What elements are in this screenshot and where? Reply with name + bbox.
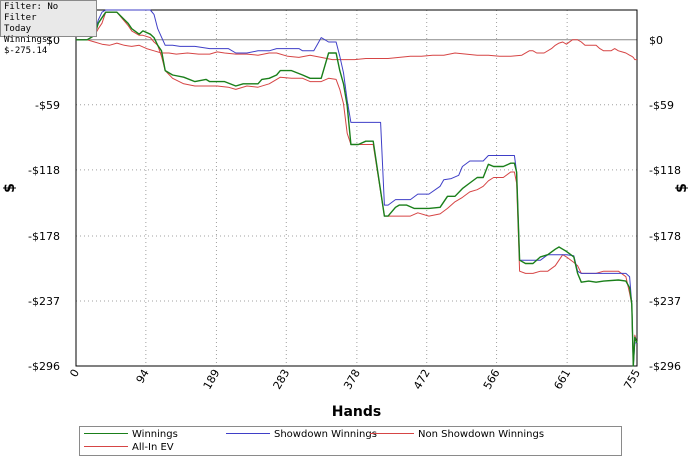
y-tick-label-right: $0 — [649, 34, 663, 47]
y-tick-label-left: -$296 — [28, 360, 60, 373]
legend: Winnings Showdown Winnings Non Showdown … — [79, 426, 622, 456]
legend-item-allin-ev: All-In EV — [84, 442, 174, 454]
y-tick-label-left: -$237 — [28, 295, 60, 308]
y-tick-label-left: -$59 — [35, 99, 60, 112]
legend-swatch-allin-ev — [84, 445, 128, 447]
x-tick-label: 378 — [341, 367, 363, 392]
legend-item-winnings: Winnings — [84, 429, 178, 441]
plot-frame — [75, 9, 638, 367]
series-line-non-showdown — [76, 39, 637, 61]
legend-label-non-showdown: Non Showdown Winnings — [418, 429, 545, 440]
y-axis-title-left: $ — [2, 183, 18, 193]
y-axis-title-right: $ — [674, 183, 690, 193]
legend-label-winnings: Winnings — [132, 429, 178, 440]
legend-label-showdown: Showdown Winnings — [274, 429, 377, 440]
y-tick-label-left: $0 — [46, 34, 60, 47]
grid — [76, 10, 637, 366]
x-tick-label: 283 — [271, 367, 293, 392]
legend-item-non-showdown: Non Showdown Winnings — [370, 429, 544, 441]
legend-swatch-winnings — [84, 432, 128, 434]
filter-text: Filter: No Filter — [4, 2, 59, 23]
period-text: Today — [4, 24, 32, 34]
winnings-text: Winnings: $-275.14 — [4, 35, 53, 56]
y-tick-label-left: -$118 — [28, 164, 60, 177]
y-tick-label-right: -$59 — [649, 99, 674, 112]
series-line-winnings — [76, 11, 638, 367]
x-tick-labels: 0 94 189 283 378 472 566 661 755 — [67, 367, 643, 392]
y-tick-label-right: -$237 — [649, 295, 681, 308]
y-tick-labels-left: $0 -$59 -$118 -$178 -$237 -$296 — [28, 34, 60, 373]
y-tick-label-right: -$118 — [649, 164, 681, 177]
y-tick-labels-right: $0 -$59 -$118 -$178 -$237 -$296 — [649, 34, 681, 373]
info-box: Filter: No Filter Today Winnings: $-275.… — [0, 0, 97, 56]
y-tick-label-right: -$296 — [649, 360, 681, 373]
y-tick-label-left: -$178 — [28, 230, 60, 243]
legend-swatch-showdown — [226, 432, 270, 434]
legend-swatch-non-showdown — [370, 432, 414, 434]
legend-label-allin-ev: All-In EV — [132, 442, 174, 453]
series-line-allin-ev — [76, 11, 638, 367]
x-tick-label: 189 — [201, 367, 223, 392]
x-tick-label: 472 — [411, 367, 433, 392]
x-axis-title: Hands — [332, 404, 382, 420]
x-tick-label: 566 — [481, 367, 503, 392]
y-tick-label-right: -$178 — [649, 230, 681, 243]
x-tick-label: 94 — [134, 367, 152, 386]
series-group — [76, 9, 638, 367]
legend-item-showdown: Showdown Winnings — [226, 429, 377, 441]
x-tick-label: 661 — [551, 367, 573, 392]
x-tick-label: 0 — [67, 367, 82, 380]
x-tick-label: 755 — [621, 367, 643, 392]
series-line-showdown — [76, 9, 637, 367]
